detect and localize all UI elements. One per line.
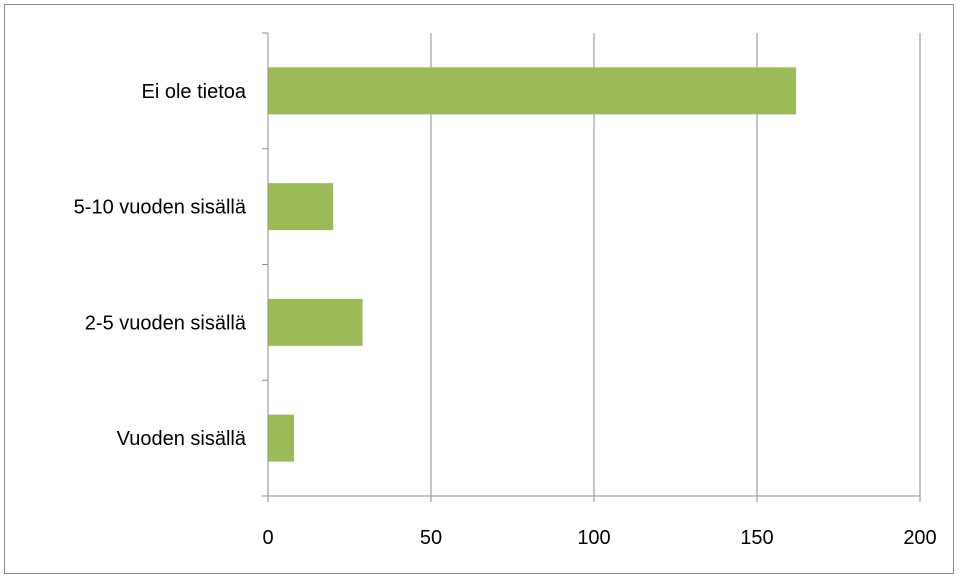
bar-0 [268, 67, 797, 115]
x-tick-labels: 0 50 100 150 200 [262, 527, 936, 549]
bars [268, 67, 797, 462]
category-label-3: Vuoden sisällä [117, 428, 247, 450]
x-tick-label-200: 200 [903, 527, 936, 549]
category-label-2: 2-5 vuoden sisällä [85, 312, 247, 334]
x-tick-label-50: 50 [420, 527, 442, 549]
axes [262, 32, 921, 502]
x-tick-label-0: 0 [262, 527, 273, 549]
category-labels: Ei ole tietoa 5-10 vuoden sisällä 2-5 vuod… [74, 81, 247, 450]
category-label-1: 5-10 vuoden sisällä [74, 197, 247, 219]
bar-2 [268, 298, 363, 346]
bar-3 [268, 414, 295, 462]
x-tick-label-150: 150 [740, 527, 773, 549]
category-label-0: Ei ole tietoa [141, 81, 246, 103]
bar-1 [268, 183, 334, 231]
x-tick-label-100: 100 [577, 527, 610, 549]
